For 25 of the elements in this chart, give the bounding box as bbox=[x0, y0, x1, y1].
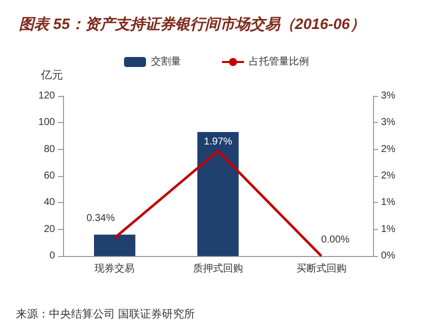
y2-tick-label: 3% bbox=[381, 117, 396, 128]
chart-title: 图表 55：资产支持证券银行间市场交易（2016-06） bbox=[19, 15, 365, 33]
x-tick-label: 买断式回购 bbox=[296, 262, 346, 274]
y-tick-label: 20 bbox=[44, 224, 56, 235]
y-tick-label: 60 bbox=[44, 170, 56, 182]
data-label: 1.97% bbox=[204, 136, 232, 148]
legend-label: 交割量 bbox=[151, 56, 181, 68]
y2-tick-label: 2% bbox=[381, 144, 396, 155]
x-tick-label: 现券交易 bbox=[94, 262, 135, 274]
legend-label: 占托管量比例 bbox=[249, 56, 309, 68]
source-note: 来源：中央结算公司 国联证券研究所 bbox=[16, 308, 196, 320]
y-tick-label: 80 bbox=[44, 144, 56, 155]
y2-tick-label: 0% bbox=[381, 250, 396, 262]
y-tick-label: 40 bbox=[44, 197, 56, 208]
data-label: 0.34% bbox=[86, 212, 115, 224]
y-tick-label: 100 bbox=[38, 117, 56, 128]
x-tick-label: 质押式回购 bbox=[193, 262, 243, 274]
y2-tick-label: 1% bbox=[381, 224, 396, 235]
y2-tick-label: 2% bbox=[381, 170, 396, 182]
y2-tick-label: 1% bbox=[381, 197, 396, 208]
y-axis-title: 亿元 bbox=[40, 70, 63, 82]
y2-tick-label: 3% bbox=[381, 90, 396, 102]
y-tick-label: 120 bbox=[38, 90, 56, 102]
y-tick-label: 0 bbox=[49, 250, 56, 262]
data-label: 0.00% bbox=[321, 234, 350, 246]
